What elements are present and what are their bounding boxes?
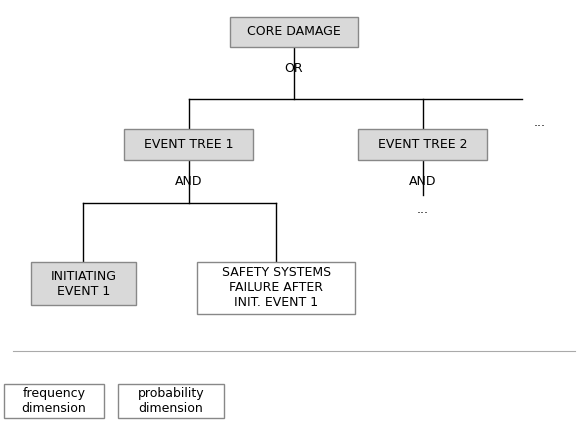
Text: OR: OR — [285, 62, 303, 75]
FancyBboxPatch shape — [118, 384, 224, 418]
Text: AND: AND — [409, 175, 436, 188]
Text: SAFETY SYSTEMS
FAILURE AFTER
INIT. EVENT 1: SAFETY SYSTEMS FAILURE AFTER INIT. EVENT… — [222, 267, 331, 309]
Text: AND: AND — [175, 175, 202, 188]
Text: ...: ... — [534, 117, 546, 129]
FancyBboxPatch shape — [124, 129, 253, 160]
Text: probability
dimension: probability dimension — [138, 387, 205, 415]
FancyBboxPatch shape — [230, 17, 358, 47]
Text: INITIATING
EVENT 1: INITIATING EVENT 1 — [51, 270, 116, 298]
Text: EVENT TREE 1: EVENT TREE 1 — [144, 138, 233, 151]
FancyBboxPatch shape — [198, 262, 356, 314]
Text: EVENT TREE 2: EVENT TREE 2 — [378, 138, 467, 151]
Text: ...: ... — [417, 203, 429, 216]
Text: frequency
dimension: frequency dimension — [22, 387, 86, 415]
Text: CORE DAMAGE: CORE DAMAGE — [247, 25, 341, 38]
FancyBboxPatch shape — [4, 384, 104, 418]
FancyBboxPatch shape — [31, 262, 136, 305]
FancyBboxPatch shape — [358, 129, 487, 160]
